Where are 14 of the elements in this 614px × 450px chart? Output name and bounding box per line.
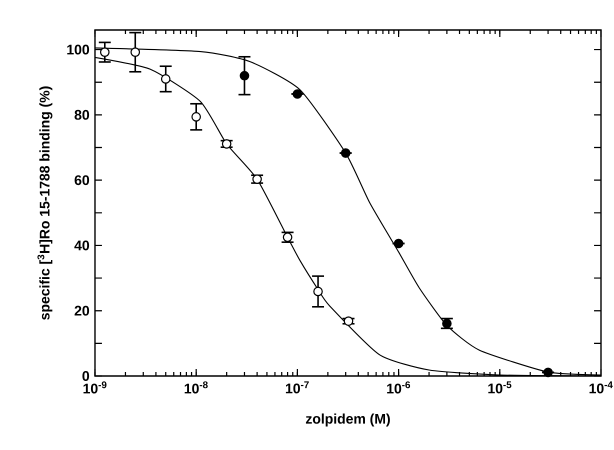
x-tick-label: 10$^{-4}$	[590, 381, 613, 394]
y-tick-label: 0	[82, 371, 90, 381]
x-tick-label: 10$^{-9}$	[84, 381, 106, 394]
y-tick-label: 60	[74, 175, 90, 186]
y-tick-label: 80	[74, 110, 90, 120]
x-tick-label: 10$^{-7}$	[286, 381, 309, 394]
x-axis-title: zolpidem (M)	[306, 413, 390, 426]
x-tick-label: 10$^{-8}$	[184, 381, 208, 394]
x-tick-label: 10$^{-5}$	[488, 381, 512, 394]
y-tick-label: 20	[74, 306, 90, 316]
y-tick-label: 100	[67, 44, 90, 55]
y-axis-title: specific [$^{3}$H]Ro 15-1788 binding (%)	[37, 86, 52, 320]
y-tick-label: 40	[74, 240, 90, 250]
x-tick-label: 10$^{-6}$	[387, 381, 410, 394]
